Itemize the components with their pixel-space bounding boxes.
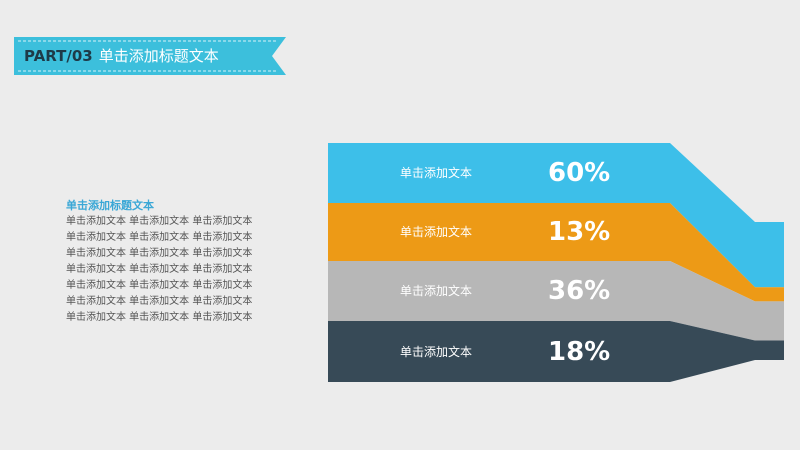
section-number: PART/03	[24, 47, 93, 65]
text-line: 单击添加文本 单击添加文本 单击添加文本	[66, 296, 253, 307]
band-label: 单击添加文本	[400, 284, 473, 298]
band-label: 单击添加文本	[400, 225, 473, 239]
ribbon-shape	[14, 37, 286, 75]
text-line: 单击添加文本 单击添加文本 单击添加文本	[66, 312, 253, 323]
band-4	[328, 321, 784, 382]
band-1	[328, 143, 784, 288]
band-value: 36%	[548, 276, 611, 306]
band-value: 60%	[548, 158, 611, 188]
text-block-heading: 单击添加标题文本	[66, 199, 154, 212]
section-title: 单击添加标题文本	[98, 47, 219, 65]
text-block-body: 单击添加文本 单击添加文本 单击添加文本 单击添加文本 单击添加文本 单击添加文…	[66, 214, 252, 326]
text-line: 单击添加文本 单击添加文本 单击添加文本	[66, 216, 253, 227]
text-line: 单击添加文本 单击添加文本 单击添加文本	[66, 280, 253, 291]
band-value: 18%	[548, 336, 611, 367]
band-label: 单击添加文本	[400, 166, 473, 180]
section-banner: PART/03 单击添加标题文本	[14, 37, 286, 75]
text-line: 单击添加文本 单击添加文本 单击添加文本	[66, 264, 253, 275]
band-label: 单击添加文本	[400, 344, 473, 359]
band-3	[328, 261, 784, 341]
band-value: 13%	[548, 217, 611, 247]
band-2	[328, 203, 784, 302]
text-line: 单击添加文本 单击添加文本 单击添加文本	[66, 248, 253, 259]
text-line: 单击添加文本 单击添加文本 单击添加文本	[66, 232, 253, 243]
